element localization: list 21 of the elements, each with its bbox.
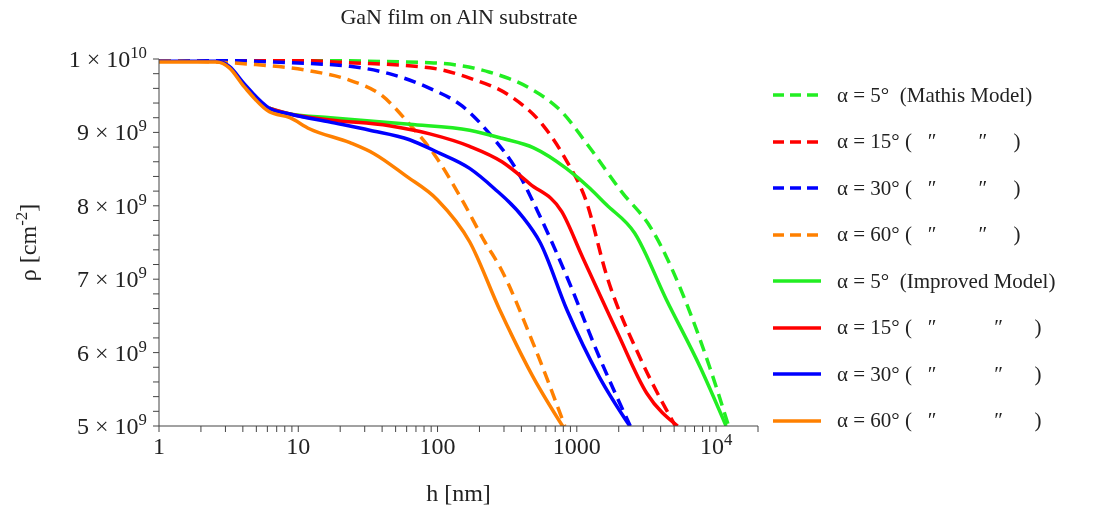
legend-label: α = 30° ( ″ ″ ) bbox=[837, 361, 1042, 387]
legend-label: α = 60° ( ″ ″ ) bbox=[837, 408, 1042, 434]
y-tick-label: 9 × 10$^{9}$ bbox=[77, 115, 147, 146]
y-tick-label: 6 × 10$^{9}$ bbox=[77, 336, 147, 366]
chart-title: GaN film on AlN substrate bbox=[339, 4, 579, 30]
y-tick-label: 7 × 10$^{9}$ bbox=[77, 262, 147, 293]
x-tick-label: 10 bbox=[286, 433, 311, 459]
legend-label: α = 15° ( ″ ″ ) bbox=[837, 129, 1021, 155]
legend-label: α = 15° ( ″ ″ ) bbox=[837, 315, 1042, 341]
legend-label: α = 60° ( ″ ″ ) bbox=[837, 222, 1021, 248]
y-tick-label: 5 × 10$^{9}$ bbox=[77, 409, 147, 439]
x-tick-label: 1000 bbox=[552, 433, 601, 459]
x-tick-label: 1 bbox=[153, 433, 165, 459]
legend-label: α = 5° (Mathis Model) bbox=[837, 82, 1033, 108]
legend-label: α = 5° (Improved Model) bbox=[837, 268, 1056, 294]
x-axis-title: h [nm] bbox=[426, 480, 491, 506]
y-tick-label: 1 × 10$^{10}$ bbox=[68, 42, 147, 72]
legend-label: α = 30° ( ″ ″ ) bbox=[837, 175, 1021, 201]
y-tick-label: 8 × 10$^{9}$ bbox=[77, 189, 147, 219]
x-tick-label: 100 bbox=[419, 433, 456, 459]
x-tick-label: 10$^{4}$ bbox=[699, 429, 733, 459]
